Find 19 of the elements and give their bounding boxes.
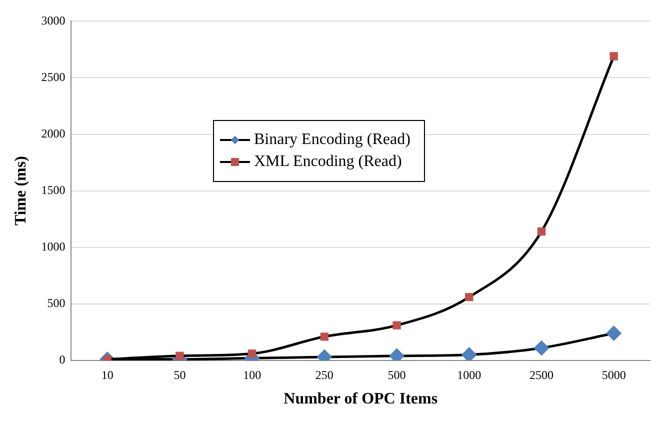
x-tick-label: 10 (101, 368, 114, 382)
y-tick-label: 500 (47, 296, 66, 310)
x-tick-label: 500 (388, 368, 406, 382)
y-tick-label: 2000 (41, 126, 66, 140)
y-tick-label: 1500 (41, 182, 66, 197)
y-tick-label: 1000 (41, 239, 66, 254)
x-tick-label: 1000 (457, 368, 482, 382)
legend-label: Binary Encoding (Read) (254, 131, 410, 148)
x-tick-label: 50 (174, 368, 186, 382)
x-tick-label: 100 (243, 368, 262, 382)
y-axis-title: Time (ms) (12, 156, 30, 226)
x-tick-label: 2500 (529, 368, 554, 382)
y-tick-label: 0 (59, 352, 66, 367)
legend-label: XML Encoding (Read) (254, 153, 402, 170)
y-tick-label: 2500 (41, 70, 66, 84)
x-tick-label: 5000 (602, 368, 626, 382)
x-tick-label: 250 (315, 368, 334, 382)
x-axis-title: Number of OPC Items (284, 390, 438, 408)
y-tick-label: 3000 (41, 13, 66, 28)
